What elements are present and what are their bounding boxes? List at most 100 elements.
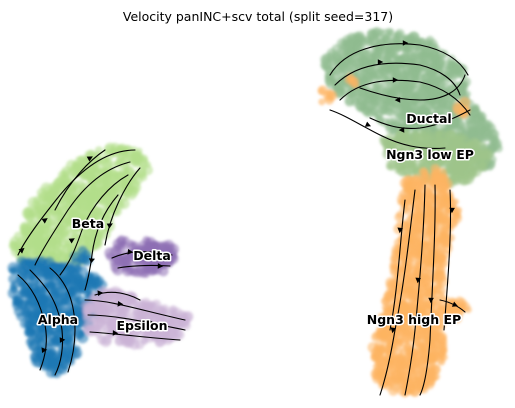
cluster-label-ductal: Ductal: [406, 111, 451, 126]
cell-point: [436, 173, 444, 181]
cell-point: [437, 276, 448, 287]
cell-point: [394, 213, 403, 222]
cell-point: [96, 317, 106, 327]
cell-point: [412, 246, 421, 255]
cell-point: [25, 299, 32, 306]
cell-point: [386, 97, 395, 106]
cell-point: [106, 318, 114, 326]
cell-point: [406, 221, 413, 228]
cluster-label-delta: Delta: [133, 248, 171, 263]
cell-point: [21, 308, 28, 315]
cell-point: [46, 219, 56, 229]
cell-point: [34, 240, 41, 247]
cell-point: [437, 203, 449, 215]
cell-point: [342, 57, 351, 66]
cluster-label-epsilon: Epsilon: [117, 318, 168, 333]
cell-point: [129, 266, 138, 275]
cell-point: [79, 172, 87, 180]
cell-point: [348, 76, 355, 83]
cell-point: [437, 351, 445, 359]
cell-point: [413, 94, 421, 102]
cell-point: [180, 317, 190, 327]
cell-point: [397, 161, 406, 170]
cell-point: [424, 283, 432, 291]
cell-point: [465, 306, 472, 313]
cell-point: [167, 319, 174, 326]
cell-point: [53, 236, 62, 245]
cell-point: [105, 173, 116, 184]
cell-point: [74, 345, 80, 351]
cell-point: [22, 266, 29, 273]
cell-point: [396, 339, 403, 346]
cell-point: [327, 91, 338, 102]
cell-point: [426, 36, 435, 45]
cell-point: [77, 329, 84, 336]
cell-point: [118, 257, 128, 267]
cell-point: [434, 266, 445, 277]
cell-point: [93, 297, 102, 306]
cell-point: [436, 131, 444, 139]
cell-point: [135, 153, 142, 160]
cell-point: [452, 102, 464, 114]
cell-point: [432, 375, 438, 381]
cell-point: [10, 285, 17, 292]
cell-point: [35, 207, 42, 214]
cell-point: [417, 260, 428, 271]
cell-point: [399, 137, 410, 148]
cell-point: [37, 188, 47, 198]
cell-points: [8, 27, 503, 398]
cell-point: [451, 167, 460, 176]
cell-point: [454, 69, 463, 78]
cell-point: [35, 232, 43, 240]
cell-point: [37, 338, 46, 347]
cell-point: [326, 57, 336, 67]
cell-point: [113, 293, 122, 302]
cell-point: [10, 236, 21, 247]
cell-point: [24, 208, 34, 218]
cell-point: [402, 82, 413, 93]
cell-point: [467, 162, 473, 168]
cell-point: [53, 178, 65, 190]
cluster-label-ngn3-low-ep: Ngn3 low EP: [386, 147, 474, 162]
cell-point: [12, 295, 19, 302]
cell-point: [365, 102, 374, 111]
cell-point: [398, 368, 406, 376]
cell-point: [412, 69, 420, 77]
cell-point: [127, 240, 135, 248]
cell-point: [424, 231, 432, 239]
cell-point: [76, 203, 85, 212]
cell-point: [388, 332, 398, 342]
cell-point: [155, 335, 166, 346]
cluster-label-beta: Beta: [72, 216, 104, 231]
cell-point: [370, 51, 378, 59]
cell-point: [52, 248, 63, 259]
cell-point: [460, 174, 472, 186]
cell-point: [419, 167, 429, 177]
cell-point: [149, 241, 155, 247]
cell-point: [352, 32, 364, 44]
cell-point: [39, 361, 49, 371]
cell-point: [97, 335, 107, 345]
cell-point: [433, 58, 445, 70]
cell-point: [73, 164, 79, 170]
cell-point: [468, 117, 476, 125]
cell-point: [408, 161, 415, 168]
cell-point: [419, 102, 425, 108]
cell-point: [482, 123, 490, 131]
cell-point: [393, 119, 401, 127]
cell-point: [367, 67, 375, 75]
cell-point: [98, 177, 105, 184]
cell-point: [412, 228, 418, 234]
cell-point: [393, 109, 401, 117]
cluster-label-alpha: Alpha: [38, 312, 78, 327]
cell-point: [418, 89, 424, 95]
cell-point: [389, 263, 396, 270]
cell-point: [94, 166, 102, 174]
cell-point: [318, 85, 328, 95]
cell-point: [373, 357, 379, 363]
cell-point: [45, 354, 53, 362]
cell-point: [345, 97, 354, 106]
cell-point: [75, 156, 82, 163]
cell-point: [441, 237, 448, 244]
cell-point: [48, 363, 57, 372]
